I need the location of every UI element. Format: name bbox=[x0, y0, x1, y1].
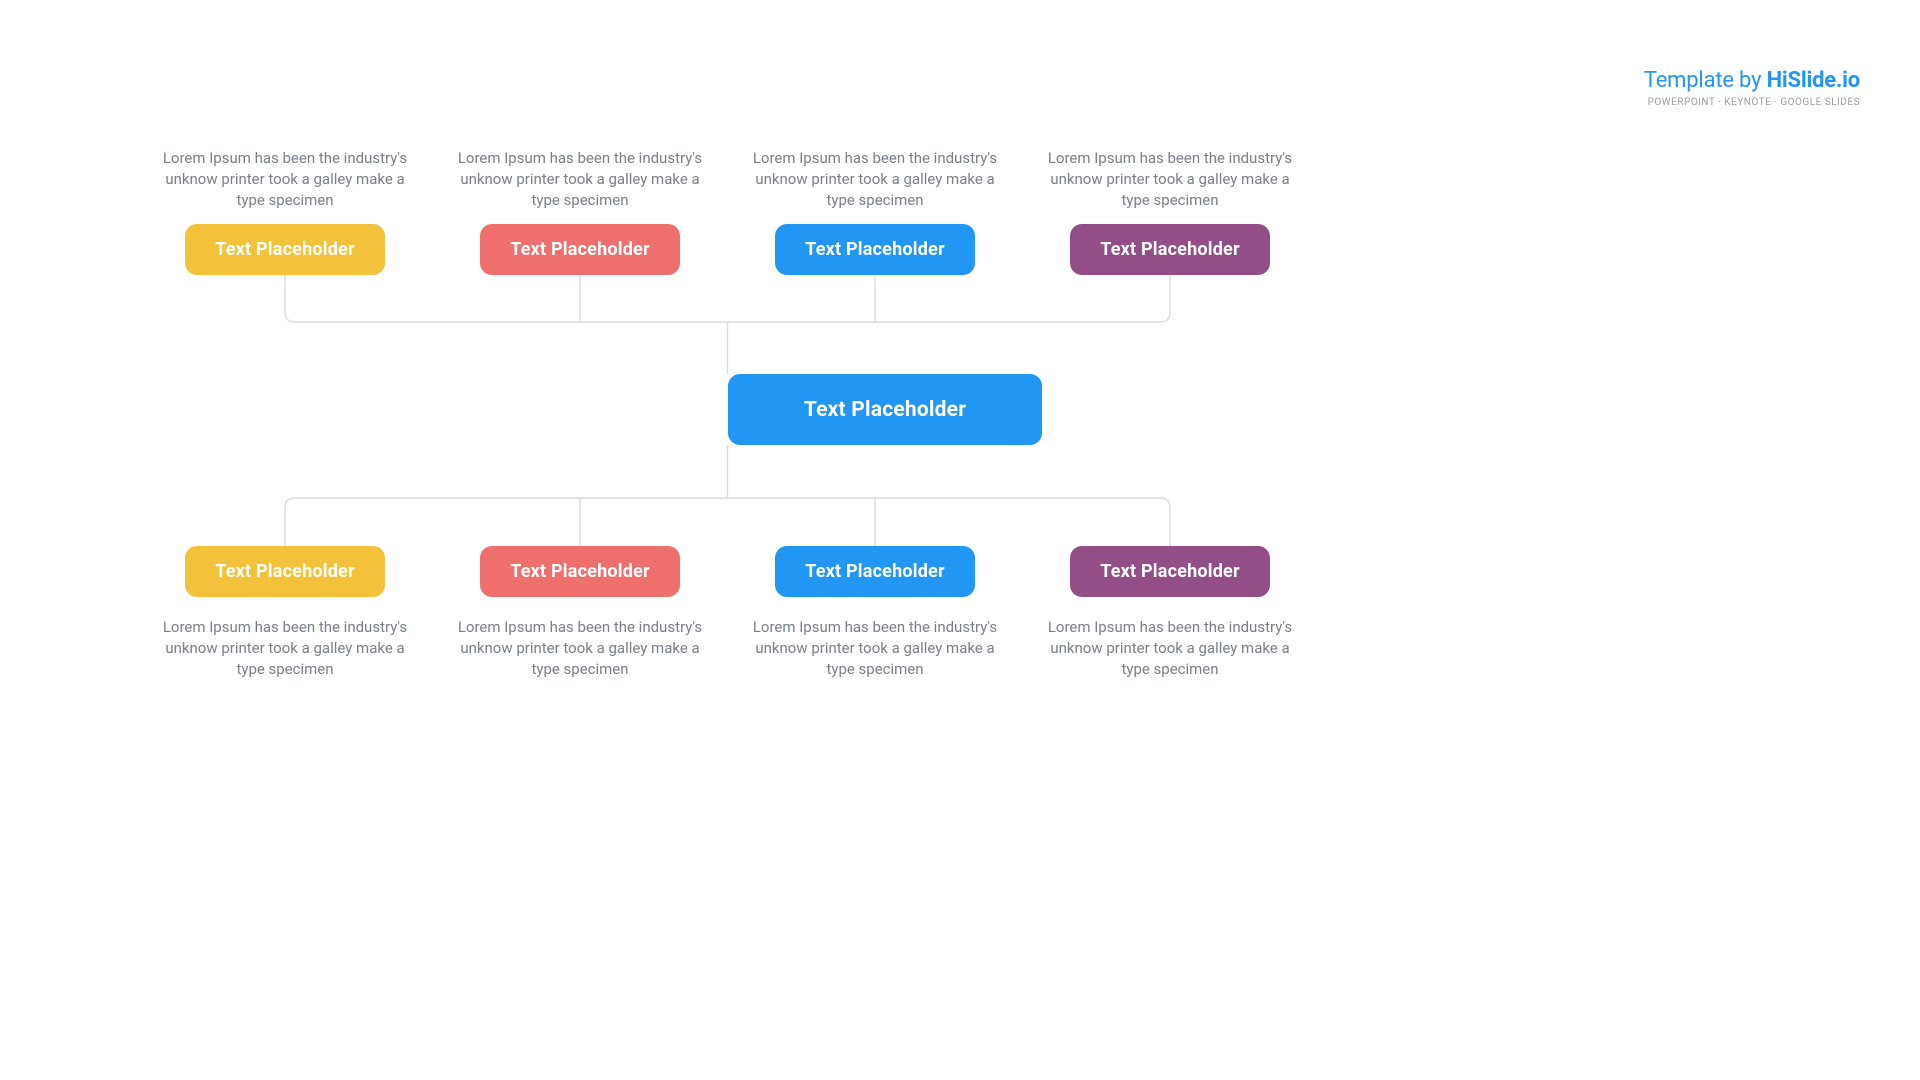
top-node-desc-3: Lorem Ipsum has been the industry's unkn… bbox=[1040, 148, 1300, 211]
top-node-desc-2: Lorem Ipsum has been the industry's unkn… bbox=[745, 148, 1005, 211]
bottom-node-box-2: Text Placeholder bbox=[775, 546, 975, 597]
top-node-desc-0: Lorem Ipsum has been the industry's unkn… bbox=[155, 148, 415, 211]
top-node-label-0: Text Placeholder bbox=[215, 239, 355, 260]
bottom-node-desc-1: Lorem Ipsum has been the industry's unkn… bbox=[450, 617, 710, 680]
watermark-title: Template by HiSlide.io bbox=[1644, 68, 1860, 93]
watermark-prefix: Template by bbox=[1644, 68, 1767, 93]
bottom-node-label-0: Text Placeholder bbox=[215, 561, 355, 582]
watermark: Template by HiSlide.io POWERPOINT · KEYN… bbox=[1644, 68, 1860, 108]
top-node-label-1: Text Placeholder bbox=[510, 239, 650, 260]
top-node-desc-1: Lorem Ipsum has been the industry's unkn… bbox=[450, 148, 710, 211]
top-node-box-3: Text Placeholder bbox=[1070, 224, 1270, 275]
bottom-node-desc-2: Lorem Ipsum has been the industry's unkn… bbox=[745, 617, 1005, 680]
org-chart-canvas: Template by HiSlide.io POWERPOINT · KEYN… bbox=[0, 0, 1920, 1080]
watermark-subtitle: POWERPOINT · KEYNOTE · GOOGLE SLIDES bbox=[1644, 97, 1860, 108]
bottom-node-label-2: Text Placeholder bbox=[805, 561, 945, 582]
top-node-box-1: Text Placeholder bbox=[480, 224, 680, 275]
top-node-label-2: Text Placeholder bbox=[805, 239, 945, 260]
top-node-box-0: Text Placeholder bbox=[185, 224, 385, 275]
watermark-brand: HiSlide.io bbox=[1767, 68, 1860, 93]
bottom-node-box-0: Text Placeholder bbox=[185, 546, 385, 597]
bottom-node-box-1: Text Placeholder bbox=[480, 546, 680, 597]
bottom-node-label-1: Text Placeholder bbox=[510, 561, 650, 582]
bottom-node-desc-3: Lorem Ipsum has been the industry's unkn… bbox=[1040, 617, 1300, 680]
top-node-label-3: Text Placeholder bbox=[1100, 239, 1240, 260]
bottom-node-label-3: Text Placeholder bbox=[1100, 561, 1240, 582]
bottom-node-desc-0: Lorem Ipsum has been the industry's unkn… bbox=[155, 617, 415, 680]
center-node-box: Text Placeholder bbox=[728, 374, 1042, 445]
center-node-label: Text Placeholder bbox=[804, 398, 966, 422]
bottom-node-box-3: Text Placeholder bbox=[1070, 546, 1270, 597]
top-node-box-2: Text Placeholder bbox=[775, 224, 975, 275]
